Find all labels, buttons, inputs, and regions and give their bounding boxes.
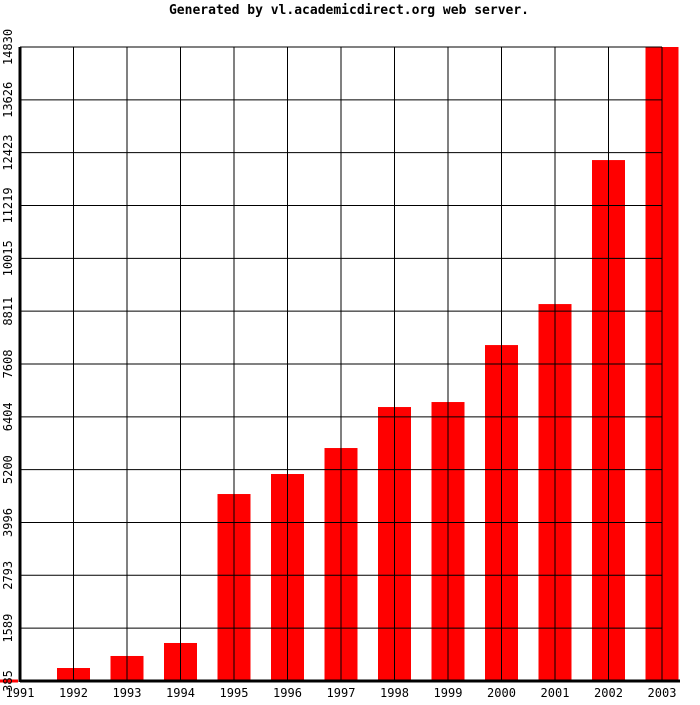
y-tick-label: 10015 [1,240,15,276]
grid [19,46,663,682]
y-tick-label: 3996 [1,508,15,537]
y-tick-label: 385 [1,670,15,692]
y-tick-label: 12423 [1,135,15,171]
y-tick-label: 6404 [1,402,15,431]
y-tick-label: 11219 [1,187,15,223]
x-tick-label: 1996 [273,686,302,700]
y-tick-label: 1589 [1,614,15,643]
x-tick-label: 2003 [648,686,677,700]
x-tick-label: 1994 [166,686,195,700]
y-tick-labels: 385 1589 2793 3996 5200 6404 7608 8811 10015 1121… [1,29,15,692]
y-tick-label: 2793 [1,561,15,590]
y-tick-label: 13626 [1,82,15,118]
x-tick-label: 1995 [220,686,249,700]
y-tick-label: 8811 [1,297,15,326]
axes [18,47,680,683]
x-tick-label: 1999 [434,686,463,700]
x-tick-labels: 1991 1992 1993 1994 1995 1996 1997 1998 1999 2000… [6,686,677,700]
chart-title: Generated by vl.academicdirect.org web s… [169,3,529,18]
x-tick-label: 2001 [541,686,570,700]
y-tick-label: 14830 [1,29,15,65]
y-tick-label: 5200 [1,455,15,484]
x-tick-label: 1991 [6,686,35,700]
x-tick-label: 1993 [113,686,142,700]
y-tick-label: 7608 [1,350,15,379]
x-tick-label: 1997 [327,686,356,700]
x-tick-label: 2000 [487,686,516,700]
x-tick-label: 1998 [380,686,409,700]
x-tick-label: 2002 [594,686,623,700]
x-tick-label: 1992 [59,686,88,700]
